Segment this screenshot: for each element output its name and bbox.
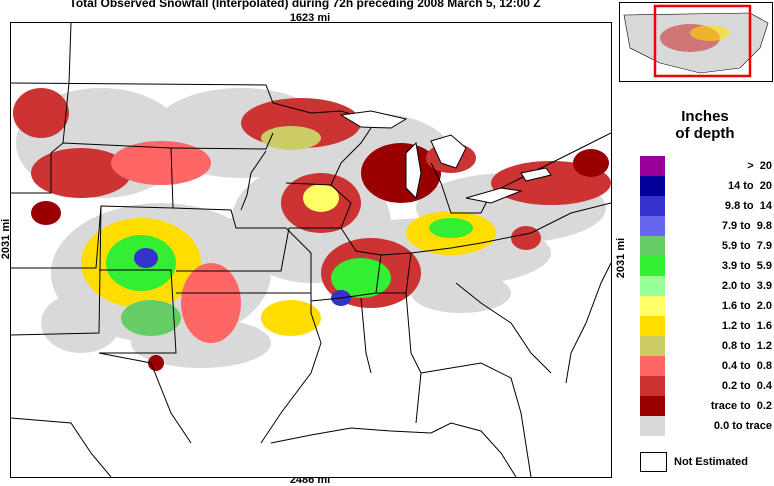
legend-label: 5.9 to 7.9 <box>721 240 772 252</box>
legend-swatch <box>640 196 665 216</box>
legend-swatch <box>640 276 665 296</box>
legend-label: 14 to 20 <box>727 180 772 192</box>
legend-item: 9.8 to 14 <box>640 196 774 216</box>
not-estimated-label: Not Estimated <box>674 456 748 468</box>
legend-title-line1: Inches <box>681 108 729 125</box>
legend-title: Inches of depth <box>640 108 770 142</box>
legend-label: 0.0 to trace <box>713 420 772 432</box>
legend-swatch <box>640 216 665 236</box>
legend-label: 3.9 to 5.9 <box>721 260 772 272</box>
legend-label: 2.0 to 3.9 <box>721 280 772 292</box>
legend-label: 0.2 to 0.4 <box>721 380 772 392</box>
legend-swatch <box>640 396 665 416</box>
legend-item: 7.9 to 9.8 <box>640 216 774 236</box>
legend-swatch <box>640 256 665 276</box>
legend-item: 1.2 to 1.6 <box>640 316 774 336</box>
legend-label: 0.4 to 0.8 <box>721 360 772 372</box>
legend: > 20 14 to 20 9.8 to 14 7.9 to 9.8 5.9 t… <box>640 156 774 436</box>
legend-item: 0.4 to 0.8 <box>640 356 774 376</box>
not-estimated-legend: Not Estimated <box>640 452 770 474</box>
inset-extent-box <box>653 4 752 78</box>
legend-item: 0.0 to trace <box>640 416 774 436</box>
legend-swatch <box>640 376 665 396</box>
legend-label: 7.9 to 9.8 <box>721 220 772 232</box>
snowfall-map <box>10 22 612 478</box>
top-distance-label: 1623 mi <box>289 12 331 24</box>
locator-inset-map <box>619 2 773 82</box>
legend-item: > 20 <box>640 156 774 176</box>
legend-label: 9.8 to 14 <box>724 200 772 212</box>
legend-swatch <box>640 296 665 316</box>
legend-item: 1.6 to 2.0 <box>640 296 774 316</box>
right-distance-label: 2031 mi <box>615 237 627 279</box>
legend-label: > 20 <box>747 160 772 172</box>
state-borders <box>11 23 611 477</box>
legend-swatch <box>640 416 665 436</box>
legend-item: 2.0 to 3.9 <box>640 276 774 296</box>
legend-label: 1.6 to 2.0 <box>721 300 772 312</box>
legend-swatch <box>640 336 665 356</box>
legend-swatch <box>640 316 665 336</box>
map-canvas <box>11 23 611 477</box>
legend-swatch <box>640 356 665 376</box>
inset-canvas <box>623 4 769 78</box>
legend-item: 3.9 to 5.9 <box>640 256 774 276</box>
map-title: Total Observed Snowfall (Interpolated) d… <box>69 0 541 10</box>
snowfall-areas <box>13 88 611 371</box>
legend-label: 0.8 to 1.2 <box>721 340 772 352</box>
coastline <box>270 262 611 477</box>
not-estimated-swatch <box>640 452 667 472</box>
legend-swatch <box>640 236 665 256</box>
legend-item: 14 to 20 <box>640 176 774 196</box>
legend-item: 0.2 to 0.4 <box>640 376 774 396</box>
legend-title-line2: of depth <box>675 125 735 142</box>
legend-label: 1.2 to 1.6 <box>721 320 772 332</box>
legend-item: trace to 0.2 <box>640 396 774 416</box>
legend-item: 0.8 to 1.2 <box>640 336 774 356</box>
legend-item: 5.9 to 7.9 <box>640 236 774 256</box>
legend-swatch <box>640 176 665 196</box>
great-lakes <box>339 110 552 204</box>
legend-label: trace to 0.2 <box>710 400 772 412</box>
legend-swatch <box>640 156 665 176</box>
